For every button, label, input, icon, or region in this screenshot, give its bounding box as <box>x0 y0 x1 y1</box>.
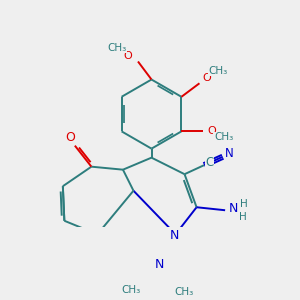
Text: CH₃: CH₃ <box>122 286 141 296</box>
Text: C: C <box>206 156 214 169</box>
Text: N: N <box>225 147 234 160</box>
Text: CH₃: CH₃ <box>107 43 127 53</box>
Text: O: O <box>123 51 132 61</box>
Text: CH₃: CH₃ <box>214 132 233 142</box>
Text: N: N <box>154 258 164 272</box>
Text: O: O <box>65 131 75 144</box>
Text: O: O <box>202 73 211 83</box>
Text: N: N <box>169 229 179 242</box>
Text: H: H <box>239 212 247 222</box>
Text: CH₃: CH₃ <box>174 287 194 297</box>
Text: N: N <box>229 202 238 215</box>
Text: H: H <box>240 199 247 208</box>
Text: CH₃: CH₃ <box>208 66 228 76</box>
Text: O: O <box>207 126 216 136</box>
